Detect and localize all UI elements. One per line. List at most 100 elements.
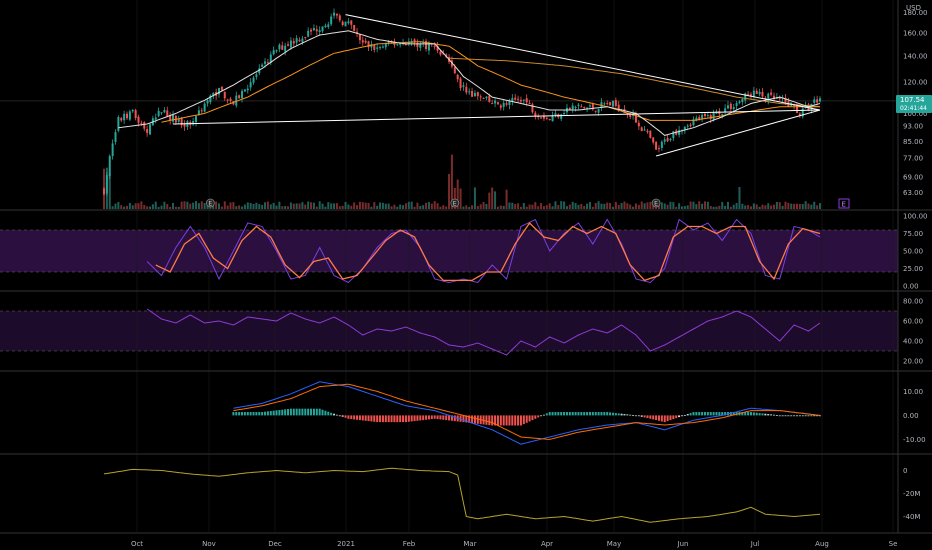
time-axis[interactable]: Oct Nov Dec 2021 Feb Mar Apr May Jun Jul Aug Se [131,540,897,548]
volume-bar [419,205,422,209]
candle-body [425,40,428,49]
candle-body [376,47,379,49]
volume-bar [649,201,652,209]
trendline[interactable] [655,109,821,157]
macd-axis[interactable]: 10.00 0.00 -10.00 [903,388,926,444]
volume-bar [781,205,784,209]
stochastic-tick-label: 75.00 [903,230,923,238]
volume-bar [284,205,287,209]
macd-histogram-bar [614,413,617,416]
trendline[interactable] [173,109,821,125]
volume-bar [387,203,390,209]
volume-bar [220,206,223,209]
volume-bar [609,202,612,209]
rsi-axis[interactable]: 80.00 60.00 40.00 20.00 [903,298,923,366]
macd-histogram-bar [496,415,499,426]
candle-body [123,113,126,121]
macd-histogram-bar [706,412,709,416]
sma-slow-line [161,41,820,123]
volume-bar [545,205,548,209]
candle-body [183,123,186,127]
macd-histogram-bar [494,415,497,426]
candle-body [663,139,666,142]
macd-histogram-bar [663,415,666,423]
volume-bar [166,204,169,209]
price-tick-label: 77.00 [903,155,923,163]
candle-body [678,130,681,135]
candle-body [393,42,396,45]
volume-bar [174,206,177,209]
candle-body [172,114,175,122]
trendlines[interactable] [173,14,821,157]
candle-body [494,100,497,104]
macd-histogram-bar [272,410,275,416]
macd-histogram-bar [393,415,396,423]
macd-histogram-bar [540,415,543,417]
earnings-marker[interactable]: E [206,198,215,208]
candle-body [312,27,315,31]
stochastic-axis[interactable]: 100.00 75.00 50.00 25.00 0.00 [903,213,928,291]
macd-histogram-bar [666,415,669,422]
macd-histogram-bar [744,412,747,416]
volume-bar [384,203,387,209]
volume-bar [574,203,577,209]
candle-body [238,95,241,99]
macd-histogram-bar [255,412,258,416]
candle-body [545,117,548,119]
candle-body [617,104,620,111]
volume-bar [192,202,195,209]
obv-axis[interactable]: 0 -20M -40M [903,467,920,521]
candlestick-series[interactable] [102,8,822,196]
macd-histogram-bar [715,412,718,416]
volume-bar [295,203,298,209]
macd-histogram-bar [643,415,646,418]
volume-bar [131,205,134,209]
volume-bar [157,206,160,209]
price-axis[interactable]: 180.00 160.00 140.00 120.00 100.00 93.00 85.00… [903,9,928,197]
candle-body [200,110,203,112]
volume-bar [335,203,338,209]
macd-histogram-bar [396,415,399,423]
rsi-tick-label: 20.00 [903,358,923,366]
macd-histogram-bar [629,414,632,416]
earnings-marker[interactable]: E [651,198,661,208]
candle-body [482,98,485,100]
volume-bar [778,202,781,209]
macd-histogram-bar [632,415,635,416]
candle-body [335,13,338,16]
candle-body [146,128,149,133]
macd-histogram-bar [646,415,649,419]
earnings-badge[interactable]: E [838,198,850,209]
volume-bar [749,206,752,209]
volume-bar [356,205,359,209]
candle-body [134,110,137,119]
volume-bar [462,206,465,209]
macd-histogram-bar [278,410,281,416]
macd-histogram-bar [292,408,295,416]
candle-body [370,44,373,48]
obv-tick-label: -20M [903,490,920,498]
macd-histogram-bar [445,415,448,421]
volume-bar [226,205,229,209]
earnings-marker[interactable]: E [450,198,460,208]
candle-body [609,102,612,106]
candle-body [729,103,732,110]
macd-histogram-bar [321,409,324,416]
volume-bar [640,201,643,209]
volume-bar [491,187,494,209]
volume-bar [232,202,235,209]
trendline[interactable] [345,14,821,111]
macd-histogram-bar [258,412,261,416]
macd-histogram-bar [376,415,379,423]
candle-body [235,95,238,106]
candle-body [554,113,557,115]
candle-body [269,54,272,63]
candle-body [120,118,123,121]
macd-histogram-bar [583,412,586,416]
volume-bar [689,201,692,209]
volume-bar [672,202,675,209]
macd-histogram-bar [450,415,453,421]
macd-histogram-bar [718,412,721,416]
